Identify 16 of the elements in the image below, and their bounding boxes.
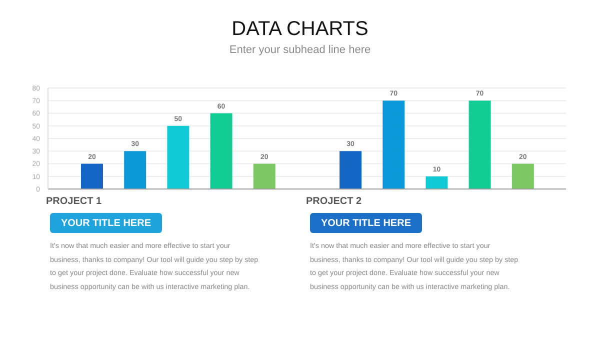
title-button: YOUR TITLE HERE bbox=[50, 213, 162, 233]
bar bbox=[167, 126, 190, 189]
chart-title: DATA CHARTS bbox=[230, 18, 370, 41]
bar bbox=[468, 100, 491, 189]
chart-subtitle: Enter your subhead line here bbox=[228, 44, 372, 56]
bar bbox=[382, 100, 405, 189]
bar bbox=[124, 151, 146, 189]
bar bbox=[253, 164, 276, 189]
bar bbox=[340, 151, 362, 189]
title-button: YOUR TITLE HERE bbox=[310, 213, 422, 233]
text: PROJECT 2 bbox=[306, 196, 363, 207]
bar bbox=[426, 176, 448, 189]
bar bbox=[210, 113, 232, 189]
text: PROJECT 1 bbox=[46, 196, 103, 207]
bar bbox=[81, 164, 103, 189]
bar bbox=[512, 164, 534, 189]
